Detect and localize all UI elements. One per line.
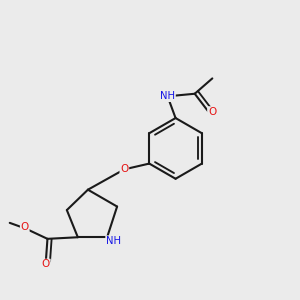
- Text: O: O: [42, 260, 50, 269]
- Text: O: O: [120, 164, 128, 174]
- Text: NH: NH: [160, 91, 175, 101]
- Text: O: O: [21, 222, 29, 232]
- Text: O: O: [208, 107, 216, 117]
- Text: NH: NH: [106, 236, 121, 246]
